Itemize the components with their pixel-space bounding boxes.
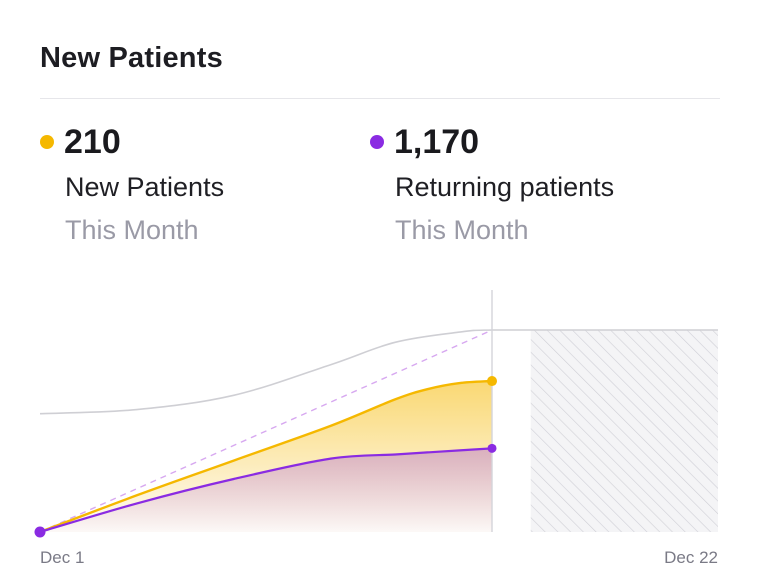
x-axis-label-end: Dec 22 bbox=[664, 548, 718, 567]
returning-patients-end-point bbox=[487, 443, 497, 453]
stat-new-patients: 210 New Patients This Month bbox=[40, 122, 224, 246]
new-patients-end-point bbox=[487, 376, 497, 387]
title-divider bbox=[40, 98, 720, 99]
returning-patients-period: This Month bbox=[395, 215, 529, 245]
new-patients-dot-icon bbox=[40, 135, 54, 149]
reference-line bbox=[39, 329, 718, 415]
new-patients-label: New Patients bbox=[65, 172, 225, 202]
patients-chart: Dec 1 Dec 22 bbox=[34, 290, 718, 567]
start-point bbox=[34, 526, 46, 538]
new-patients-value: 210 bbox=[64, 122, 121, 161]
new-patients-period: This Month bbox=[65, 215, 199, 245]
returning-patients-area bbox=[40, 448, 492, 532]
x-axis-label-start: Dec 1 bbox=[40, 548, 84, 567]
reference-dashed-line bbox=[39, 329, 493, 533]
returning-patients-dot-icon bbox=[370, 135, 384, 149]
forecast-region bbox=[530, 330, 718, 532]
new-patients-line bbox=[39, 379, 493, 534]
returning-patients-value: 1,170 bbox=[394, 122, 480, 161]
returning-patients-label: Returning patients bbox=[395, 172, 615, 202]
stat-returning-patients: 1,170 Returning patients This Month bbox=[370, 122, 614, 246]
returning-patients-line bbox=[39, 447, 493, 534]
card-title: New Patients bbox=[40, 42, 223, 74]
